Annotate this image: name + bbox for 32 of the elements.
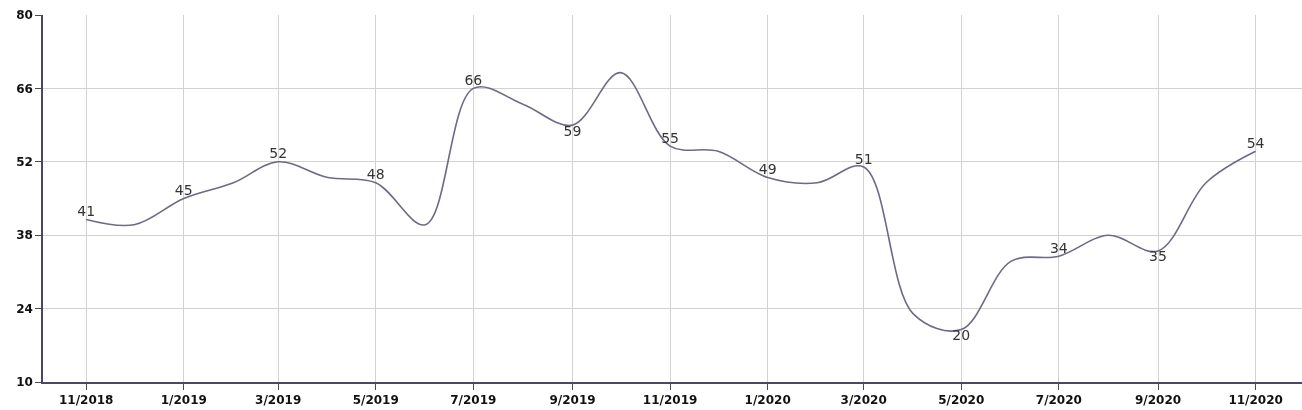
y-tick-label: 80 (16, 8, 33, 23)
y-tick-label: 52 (16, 155, 33, 169)
x-tick-label: 9/2020 (1134, 393, 1182, 408)
data-label: 45 (174, 182, 193, 198)
y-tick-label: 38 (16, 228, 33, 243)
data-label: 51 (854, 150, 873, 167)
data-label: 49 (758, 161, 777, 178)
data-label: 34 (1049, 239, 1068, 256)
y-tick-label: 10 (16, 375, 33, 390)
x-tick-label: 5/2019 (352, 393, 399, 408)
x-tick-label: 3/2019 (255, 393, 302, 408)
x-tick-label: 3/2020 (840, 393, 887, 408)
data-label: 35 (1149, 248, 1167, 265)
data-label: 54 (1246, 134, 1265, 151)
data-label: 41 (77, 202, 96, 219)
x-tick-label: 9/2019 (549, 393, 596, 408)
data-label: 55 (661, 129, 680, 146)
data-label: 20 (952, 327, 971, 344)
y-tick-label: 24 (16, 301, 33, 316)
x-tick-label: 7/2020 (1035, 393, 1082, 408)
data-label: 59 (563, 122, 582, 139)
x-tick-label: 11/2018 (58, 393, 114, 408)
data-label: 66 (464, 71, 483, 88)
x-tick-label: 7/2019 (450, 393, 497, 408)
x-tick-label: 11/2020 (1228, 393, 1283, 408)
data-label: 52 (269, 145, 288, 162)
y-tick-label: 66 (16, 81, 33, 96)
x-tick-label: 5/2020 (938, 393, 985, 408)
data-label: 48 (366, 166, 385, 183)
x-tick-label: 11/2019 (642, 393, 698, 408)
x-tick-label: 1/2020 (744, 393, 791, 408)
x-tick-label: 1/2019 (160, 393, 207, 408)
